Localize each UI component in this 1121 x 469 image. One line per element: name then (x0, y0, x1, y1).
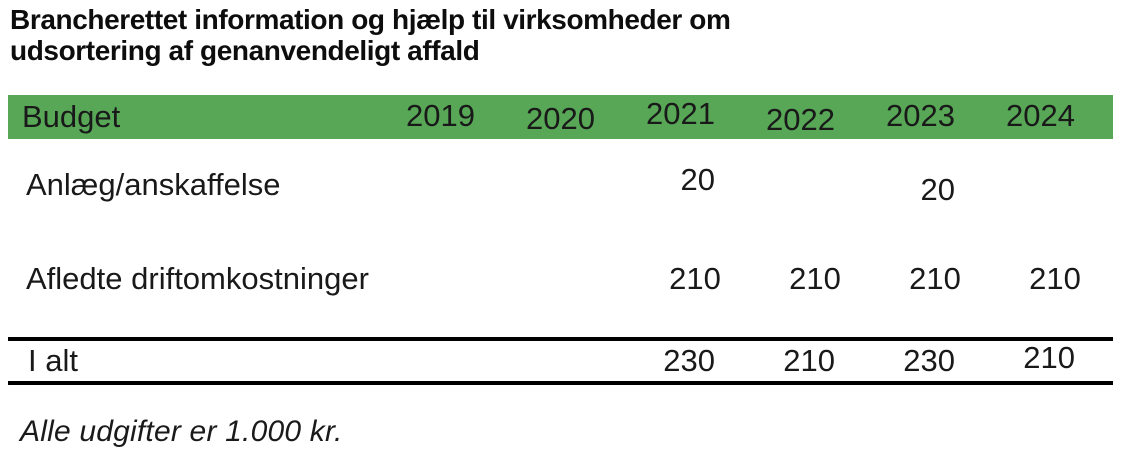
value-cell-2022: 210 (789, 261, 841, 296)
column-header-2019: 2019 (406, 98, 475, 133)
total-cell-2022: 210 (783, 343, 835, 378)
table-row-anlaeg: Anlæg/anskaffelse 20 20 (8, 139, 1113, 231)
title-line-1: Brancherettet information og hjælp til v… (10, 4, 731, 35)
page-title: Brancherettet information og hjælp til v… (10, 4, 1121, 66)
total-cell-2024: 210 (1023, 340, 1075, 375)
row-label: Afledte driftomkostninger (26, 261, 369, 296)
value-cell-2021: 210 (669, 261, 721, 296)
value-cell-2023: 20 (920, 172, 955, 207)
column-header-2021: 2021 (646, 96, 715, 131)
table-total-row: I alt 230 210 230 210 (8, 337, 1113, 385)
value-cell-2023: 210 (909, 261, 961, 296)
table-header-row: Budget 2019 2020 2021 2022 2023 2024 (8, 95, 1113, 139)
total-row-label: I alt (28, 343, 78, 378)
budget-table: Budget 2019 2020 2021 2022 2023 2024 Anl… (8, 95, 1113, 385)
document-page: Brancherettet information og hjælp til v… (0, 4, 1121, 469)
table-row-afledte: Afledte driftomkostninger 210 210 210 21… (8, 231, 1113, 327)
column-header-2024: 2024 (1006, 98, 1075, 133)
title-line-2: udsortering af genanvendeligt affald (10, 35, 480, 66)
total-cell-2023: 230 (903, 343, 955, 378)
column-header-budget: Budget (22, 99, 121, 134)
column-header-2020: 2020 (526, 101, 595, 136)
row-label: Anlæg/anskaffelse (26, 167, 281, 202)
total-cell-2021: 230 (663, 343, 715, 378)
footnote: Alle udgifter er 1.000 kr. (20, 415, 343, 448)
value-cell-2024: 210 (1029, 261, 1081, 296)
column-header-2023: 2023 (886, 98, 955, 133)
column-header-2022: 2022 (766, 102, 835, 137)
value-cell-2021: 20 (680, 162, 715, 197)
